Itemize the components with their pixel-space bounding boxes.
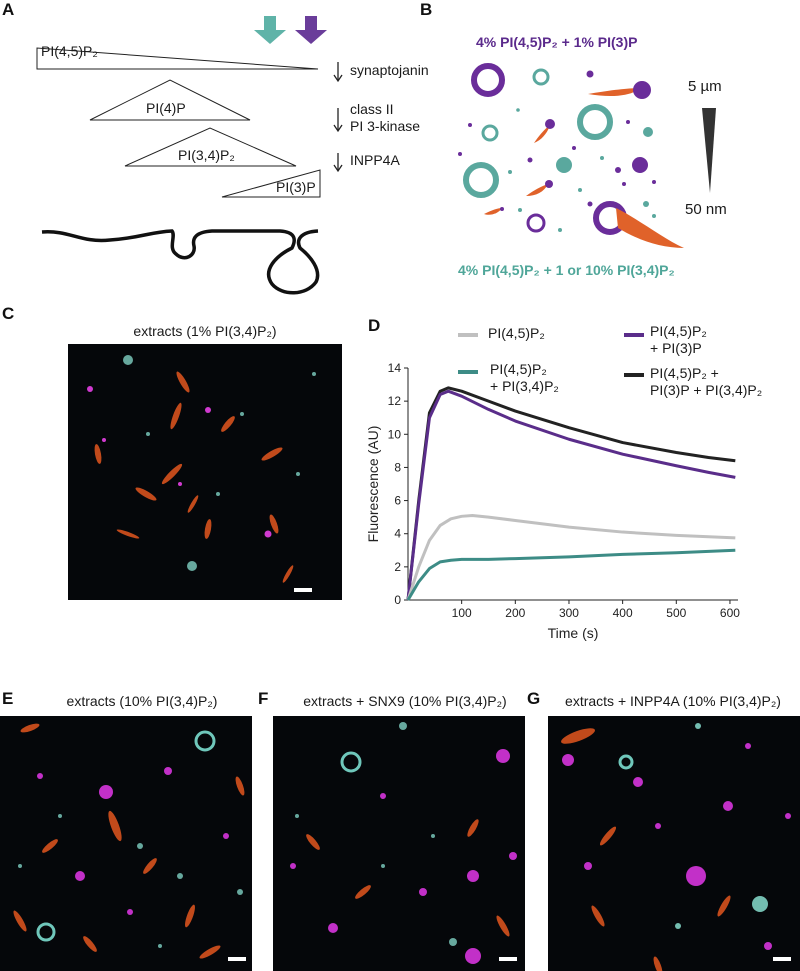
series-line-1 bbox=[406, 389, 736, 601]
triangle-pi4p bbox=[89, 79, 251, 121]
y-tick-label: 14 bbox=[388, 361, 402, 375]
vesicle-schematic bbox=[458, 63, 716, 248]
panel-letter-a: A bbox=[2, 0, 15, 19]
series-line-0 bbox=[406, 386, 736, 601]
legend-swatch-0 bbox=[458, 333, 478, 337]
enzyme-synaptojanin: synaptojanin bbox=[350, 62, 429, 78]
size-wedge-icon bbox=[702, 108, 716, 193]
chart-x-label: Time (s) bbox=[548, 625, 599, 641]
micrograph-f-content bbox=[290, 722, 517, 964]
y-tick-label: 8 bbox=[394, 460, 401, 474]
micrograph-f bbox=[273, 716, 525, 971]
x-tick-label: 200 bbox=[505, 606, 525, 620]
legend-label-3: PI(4,5)P₂ + PI(3)P + PI(3,4)P₂ bbox=[650, 365, 763, 398]
x-tick-label: 400 bbox=[613, 606, 633, 620]
x-tick-label: 300 bbox=[559, 606, 579, 620]
scalebar-e bbox=[228, 957, 246, 961]
triangle-pi45p2 bbox=[36, 47, 319, 70]
panel-letter-f: F bbox=[258, 689, 269, 708]
legend-swatch-2 bbox=[458, 370, 478, 374]
triangle-pi3p bbox=[221, 169, 321, 198]
enzyme-inpp4a: INPP4A bbox=[350, 152, 400, 168]
legend-label-2: PI(4,5)P₂ + PI(3,4)P₂ bbox=[490, 361, 559, 394]
label-pi4p: PI(4)P bbox=[146, 100, 186, 116]
scalebar-f bbox=[499, 957, 517, 961]
label-pi45p2: PI(4,5)P₂ bbox=[41, 43, 98, 59]
x-tick-label: 600 bbox=[720, 606, 740, 620]
chart-series bbox=[406, 386, 736, 601]
chart-axes: 100 200 300 400 500 600 0 2 4 6 8 10 12 14 bbox=[388, 361, 741, 620]
y-tick-label: 10 bbox=[388, 427, 402, 441]
panel-letter-b: B bbox=[420, 0, 433, 19]
micrograph-c bbox=[68, 344, 342, 600]
micrograph-g bbox=[548, 716, 800, 971]
y-tick-label: 0 bbox=[394, 593, 401, 607]
panel-c-title: extracts (1% PI(3,4)P₂) bbox=[133, 323, 277, 339]
vesicle-purple-label: 4% PI(4,5)P₂ + 1% PI(3)P bbox=[476, 34, 638, 50]
x-tick-label: 500 bbox=[666, 606, 686, 620]
legend-swatch-3 bbox=[624, 373, 644, 377]
panel-e-title: extracts (10% PI(3,4)P₂) bbox=[66, 693, 218, 709]
chart-y-label: Fluorescence (AU) bbox=[365, 426, 381, 543]
x-tick-label: 100 bbox=[452, 606, 472, 620]
scalebar-g bbox=[773, 957, 791, 961]
teal-arrow-icon bbox=[254, 16, 286, 44]
panel-g-title: extracts + INPP4A (10% PI(3,4)P₂) bbox=[565, 693, 781, 709]
panel-letter-g: G bbox=[527, 689, 541, 708]
scale-label-bottom: 50 nm bbox=[685, 201, 727, 218]
y-tick-label: 12 bbox=[388, 394, 402, 408]
series-line-3 bbox=[406, 548, 736, 601]
vesicle-teal-label: 4% PI(4,5)P₂ + 1 or 10% PI(3,4)P₂ bbox=[458, 262, 675, 278]
panel-f-title: extracts + SNX9 (10% PI(3,4)P₂) bbox=[303, 693, 507, 709]
legend-label-1: PI(4,5)P₂ + PI(3)P bbox=[650, 323, 707, 356]
y-tick-label: 4 bbox=[394, 527, 401, 541]
y-tick-label: 6 bbox=[394, 494, 401, 508]
purple-arrow-icon bbox=[295, 16, 327, 44]
scalebar-c bbox=[294, 588, 312, 592]
series-line-2 bbox=[406, 513, 736, 601]
panel-letter-c: C bbox=[2, 304, 15, 323]
triangle-pi34p2 bbox=[124, 127, 297, 167]
panel-letter-e: E bbox=[2, 689, 14, 708]
fluorescence-chart: 100 200 300 400 500 600 0 2 4 6 8 10 12 14 Time (s) F… bbox=[365, 361, 741, 641]
y-tick-label: 2 bbox=[394, 560, 401, 574]
micrograph-e-content bbox=[13, 723, 245, 959]
legend-swatch-1 bbox=[624, 333, 644, 337]
micrograph-e bbox=[0, 716, 252, 971]
label-pi34p2: PI(3,4)P₂ bbox=[178, 147, 235, 163]
enzyme-class-ii-pi3k: class II PI 3-kinase bbox=[350, 101, 421, 134]
membrane-outline bbox=[41, 229, 320, 295]
label-pi3p: PI(3)P bbox=[276, 179, 316, 195]
panel-letter-d: D bbox=[368, 316, 381, 335]
legend-label-0: PI(4,5)P₂ bbox=[488, 325, 545, 341]
scale-label-top: 5 µm bbox=[688, 78, 722, 95]
micrograph-g-content bbox=[560, 723, 791, 971]
phosphoinositide-pathway-diagram bbox=[36, 16, 343, 295]
micrograph-c-content bbox=[87, 355, 316, 583]
